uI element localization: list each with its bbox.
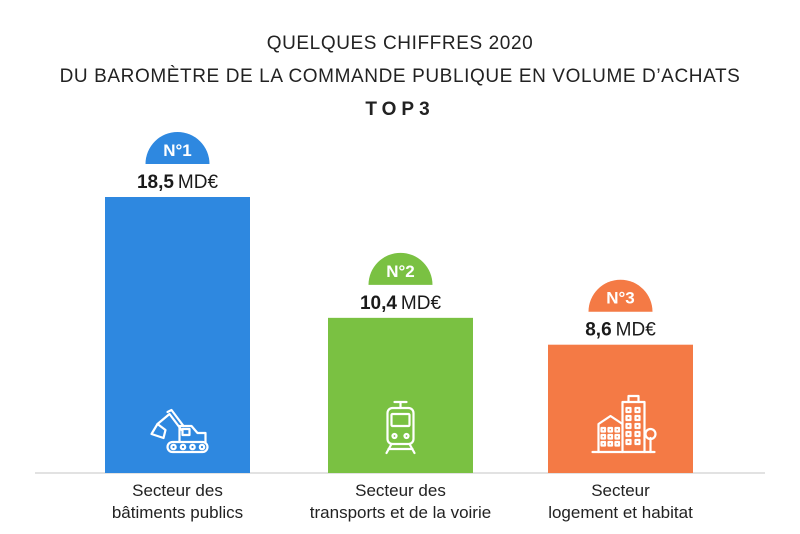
bar-1 [105, 197, 250, 473]
chart-title-line-2: DU BAROMÈTRE DE LA COMMANDE PUBLIQUE EN … [59, 66, 741, 87]
value-label-1: 18,5 MD€ [137, 172, 219, 193]
x-label-1-line-2: bâtiments publics [111, 503, 244, 522]
excavator-icon [150, 408, 209, 454]
buildings-icon [591, 394, 657, 454]
rank-badge-1 [145, 132, 210, 164]
x-label-2-line-2: transports et de la voirie [309, 503, 492, 522]
bar-3 [548, 344, 693, 473]
chart-title-line-3: TOP3 [365, 99, 435, 120]
x-label-2-line-1: Secteur des [355, 481, 446, 500]
x-label-1: Secteur des bâtiments publics [68, 480, 288, 524]
x-label-3: Secteur logement et habitat [511, 480, 731, 524]
rank-badge-2 [368, 252, 433, 285]
rank-label-2: N°2 [386, 262, 415, 281]
rank-badge-3 [588, 279, 653, 312]
rank-label-1: N°1 [163, 141, 192, 160]
rank-label-3: N°3 [606, 289, 635, 308]
x-label-3-line-1: Secteur [591, 481, 650, 500]
x-label-3-line-2: logement et habitat [548, 503, 693, 522]
bar-2 [328, 317, 473, 473]
chart-title-line-1: QUELQUES CHIFFRES 2020 [266, 33, 534, 54]
x-label-1-line-1: Secteur des [132, 481, 223, 500]
value-label-3: 8,6 MD€ [585, 320, 656, 341]
value-label-2: 10,4 MD€ [360, 293, 442, 314]
x-label-2: Secteur des transports et de la voirie [291, 480, 511, 524]
tram-icon [385, 400, 416, 455]
